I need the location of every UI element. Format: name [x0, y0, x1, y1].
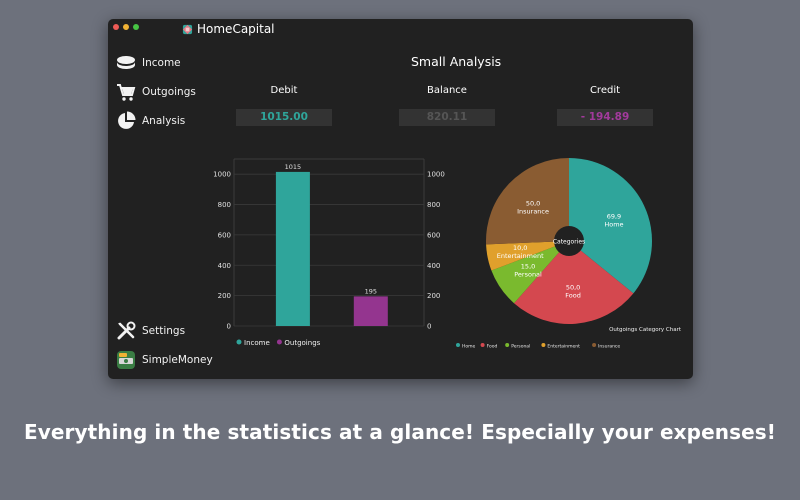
- sidebar-item-label: Income: [142, 57, 181, 69]
- close-window-button[interactable]: [113, 24, 119, 30]
- cart-icon: [117, 84, 136, 101]
- sidebar-item-analysis[interactable]: Analysis: [116, 111, 185, 131]
- debit-value: 1015.00: [236, 109, 332, 126]
- bar-value-label: 195: [365, 287, 377, 295]
- pie-legend-label: Insurance: [598, 344, 620, 350]
- sidebar-item-label: Outgoings: [142, 86, 196, 98]
- app-window: HomeCapital Income Outgoings Analysis: [108, 19, 693, 379]
- promo-caption: Everything in the statistics at a glance…: [23, 420, 776, 444]
- pie-value-label: 50,0: [566, 284, 580, 292]
- y-tick-label-right: 800: [427, 201, 440, 209]
- pie-value-label: 10,0: [513, 244, 527, 252]
- bar-legend-label: Outgoings: [284, 339, 320, 347]
- app-title: HomeCapital: [197, 22, 275, 36]
- y-tick-label-left: 0: [227, 323, 231, 331]
- credit-label: Credit: [589, 85, 621, 96]
- pie-slice-insurance: [485, 158, 569, 245]
- pie-category-label: Insurance: [517, 208, 549, 216]
- pie-legend-marker: [541, 343, 546, 347]
- pie-legend-marker: [592, 343, 597, 347]
- pie-category-label: Entertainment: [497, 252, 544, 260]
- pie-slice-food: [514, 241, 634, 324]
- pie-category-label: Food: [565, 292, 581, 300]
- pie-slice-home: [569, 158, 652, 294]
- pie-value-label: 50,0: [526, 200, 540, 208]
- pie-slice-personal: [491, 241, 569, 304]
- y-tick-label-right: 400: [427, 262, 440, 270]
- pie-legend-marker: [456, 343, 460, 347]
- bar-legend-label: Income: [244, 339, 270, 347]
- pie-value-label: 69,9: [607, 213, 621, 221]
- sidebar-item-label: SimpleMoney: [142, 354, 213, 366]
- charts-canvas: 0 0 200 200 400 400 600 600 800 800 1000 1000 1015 19…: [213, 158, 682, 350]
- y-tick-label-right: 0: [427, 323, 431, 331]
- pie-category-label: Personal: [514, 270, 542, 278]
- bar-outgoings: [353, 296, 388, 326]
- zoom-window-button[interactable]: [133, 24, 139, 30]
- homecapital-logo-icon: [182, 24, 193, 34]
- balance-label: Balance: [427, 85, 467, 96]
- pie-center-label: Categories: [553, 239, 585, 246]
- minimize-window-button[interactable]: [123, 24, 129, 30]
- y-tick-label-left: 200: [218, 292, 231, 300]
- pie-legend-label: Home: [462, 344, 476, 350]
- credit-value: - 194.89: [557, 109, 653, 126]
- sidebar-item-label: Settings: [142, 325, 186, 337]
- pie-legend-marker: [505, 343, 510, 347]
- page-title: Small Analysis: [411, 54, 502, 69]
- pie-center-hole: [554, 226, 584, 256]
- pie-value-label: 15,0: [521, 262, 535, 270]
- pie-chart-title: Outgoings Category Chart: [609, 327, 682, 333]
- pie-legend-label: Entertainment: [547, 344, 580, 350]
- pie-legend-label: Personal: [511, 344, 530, 350]
- y-tick-label-right: 200: [427, 292, 440, 300]
- y-tick-label-left: 400: [218, 262, 231, 270]
- pie-slice-entertainment: [486, 241, 569, 271]
- bar-legend-marker: [276, 339, 282, 345]
- bar-income: [275, 171, 310, 326]
- balance-value: 820.11: [399, 109, 495, 126]
- sidebar-item-income[interactable]: Income: [116, 53, 181, 73]
- app-title-bar: HomeCapital: [182, 22, 275, 36]
- simplemoney-app-icon: [117, 351, 135, 369]
- coins-icon: [117, 56, 135, 69]
- bar-value-label: 1015: [285, 163, 302, 171]
- window-controls: [113, 24, 139, 30]
- pie-legend-marker: [480, 343, 485, 347]
- sidebar-item-simplemoney[interactable]: SimpleMoney: [116, 350, 213, 370]
- y-tick-label-right: 600: [427, 231, 440, 239]
- pie-chart-icon: [118, 111, 136, 129]
- debit-label: Debit: [270, 85, 298, 96]
- bar-legend-marker: [236, 339, 242, 345]
- y-tick-label-left: 800: [218, 201, 231, 209]
- sidebar-item-outgoings[interactable]: Outgoings: [116, 82, 196, 102]
- tools-icon: [117, 321, 136, 340]
- pie-legend-label: Food: [487, 344, 498, 350]
- y-tick-label-left: 600: [218, 231, 231, 239]
- y-tick-label-left: 1000: [213, 171, 231, 179]
- pie-category-label: Home: [604, 221, 623, 229]
- sidebar-item-settings[interactable]: Settings: [116, 321, 185, 341]
- sidebar-item-label: Analysis: [142, 115, 186, 127]
- y-tick-label-right: 1000: [427, 171, 445, 179]
